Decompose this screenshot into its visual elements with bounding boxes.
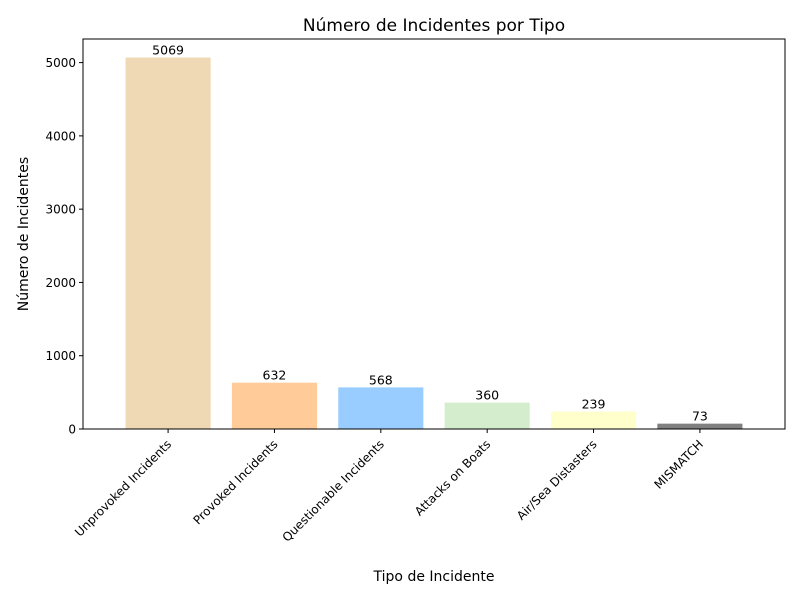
- chart-title: Número de Incidentes por Tipo: [303, 16, 565, 36]
- bar-value-label: 632: [263, 368, 287, 383]
- x-axis: Unprovoked Incidents Provoked Incidents Qu…: [72, 429, 706, 545]
- bar-value-label: 568: [369, 372, 393, 387]
- bar-value-label: 5069: [152, 43, 184, 58]
- bar: [231, 382, 317, 429]
- y-axis: 0 1000 2000 3000 4000 5000: [45, 56, 83, 437]
- bar: [444, 402, 530, 429]
- bar-value-label: 239: [582, 396, 606, 411]
- bar-value-label: 73: [692, 409, 708, 424]
- bar: [551, 411, 637, 429]
- bar: [657, 423, 743, 429]
- x-tick-label: Attacks on Boats: [412, 437, 493, 518]
- x-tick-label: MISMATCH: [651, 437, 706, 492]
- y-tick-label: 5000: [45, 56, 76, 70]
- x-tick-label: Unprovoked Incidents: [72, 437, 174, 539]
- x-axis-title: Tipo de Incidente: [373, 569, 495, 585]
- bars-group: [125, 57, 743, 429]
- x-tick-label: Air/Sea Distasters: [514, 437, 600, 523]
- bar: [125, 57, 211, 429]
- plot-area-frame: [82, 38, 786, 430]
- y-tick-label: 2000: [45, 276, 76, 290]
- x-tick-label: Questionable Incidents: [280, 437, 387, 544]
- x-tick-label: Provoked Incidents: [190, 437, 280, 527]
- y-tick-label: 0: [68, 423, 76, 437]
- bar: [338, 387, 424, 429]
- data-labels-group: 5069 632 568 360 239 73: [152, 43, 708, 424]
- y-tick-label: 1000: [45, 349, 76, 363]
- y-axis-title: Número de Incidentes: [16, 157, 32, 311]
- bar-value-label: 360: [475, 388, 499, 403]
- y-tick-label: 3000: [45, 203, 76, 217]
- y-tick-label: 4000: [45, 129, 76, 143]
